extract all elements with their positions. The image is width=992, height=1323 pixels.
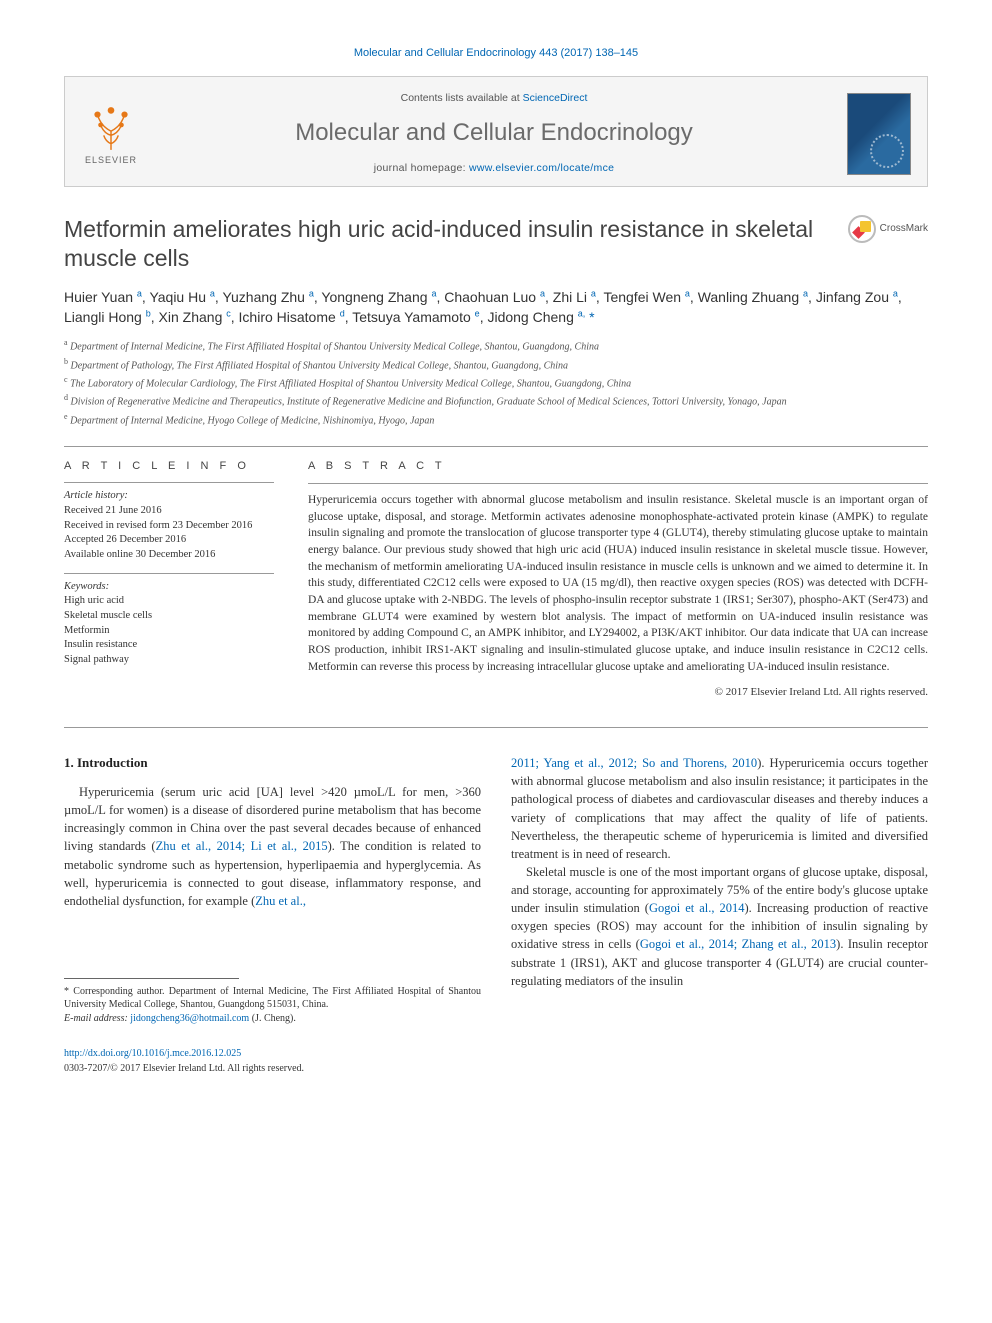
footnote-rule [64,978,239,979]
journal-masthead: ELSEVIER Contents lists available at Sci… [64,76,928,187]
ref-link[interactable]: 2011; Yang et al., 2012; So and Thorens,… [511,756,757,770]
homepage-link[interactable]: www.elsevier.com/locate/mce [469,162,614,174]
keyword-item: High uric acid [64,594,274,609]
affiliation-item: d Division of Regenerative Medicine and … [64,392,928,409]
intro-heading: 1. Introduction [64,754,481,773]
article-info-heading: A R T I C L E I N F O [64,459,274,474]
corresponding-email: E-mail address: jidongcheng36@hotmail.co… [64,1012,481,1026]
keywords-label: Keywords: [64,580,274,595]
masthead-center: Contents lists available at ScienceDirec… [159,91,829,176]
email-suffix: (J. Cheng). [249,1013,296,1024]
history-revised: Received in revised form 23 December 201… [64,519,274,534]
history-online: Available online 30 December 2016 [64,548,274,563]
elsevier-tree-icon [85,100,137,152]
author-list: Huier Yuan a, Yaqiu Hu a, Yuzhang Zhu a,… [64,287,928,328]
contents-prefix: Contents lists available at [401,92,523,104]
affiliation-item: e Department of Internal Medicine, Hyogo… [64,411,928,428]
intro-paragraph-3: Skeletal muscle is one of the most impor… [511,863,928,990]
corresponding-author-note: * Corresponding author. Department of In… [64,985,481,1012]
journal-homepage: journal homepage: www.elsevier.com/locat… [159,161,829,176]
email-link[interactable]: jidongcheng36@hotmail.com [130,1013,249,1024]
keywords-list: High uric acidSkeletal muscle cellsMetfo… [64,594,274,667]
abstract-column: A B S T R A C T Hyperuricemia occurs tog… [308,459,928,701]
ref-link[interactable]: Gogoi et al., 2014 [649,901,745,915]
intro-paragraph-2: 2011; Yang et al., 2012; So and Thorens,… [511,754,928,863]
keyword-item: Signal pathway [64,653,274,668]
publisher-logo: ELSEVIER [81,100,141,167]
info-abstract-row: A R T I C L E I N F O Article history: R… [64,459,928,701]
contents-listing: Contents lists available at ScienceDirec… [159,91,829,106]
abstract-heading: A B S T R A C T [308,459,928,475]
ref-link[interactable]: Zhu et al., 2014; Li et al., 2015 [156,839,328,853]
page-footer: http://dx.doi.org/10.1016/j.mce.2016.12.… [64,1047,928,1076]
history-accepted: Accepted 26 December 2016 [64,533,274,548]
article-title: Metformin ameliorates high uric acid-ind… [64,215,832,273]
article-info-column: A R T I C L E I N F O Article history: R… [64,459,274,701]
intro-p2-a: ). Hyperuricemia occurs together with ab… [511,756,928,861]
keyword-item: Insulin resistance [64,638,274,653]
keyword-item: Metformin [64,624,274,639]
history-received: Received 21 June 2016 [64,504,274,519]
email-label: E-mail address: [64,1013,130,1024]
affiliation-item: b Department of Pathology, The First Aff… [64,356,928,373]
abstract-text: Hyperuricemia occurs together with abnor… [308,492,928,675]
crossmark-widget[interactable]: CrossMark [848,215,928,243]
page-container: Molecular and Cellular Endocrinology 443… [0,0,992,1116]
journal-cover-thumbnail [847,93,911,175]
affiliation-item: c The Laboratory of Molecular Cardiology… [64,374,928,391]
issn-copyright: 0303-7207/© 2017 Elsevier Ireland Ltd. A… [64,1062,928,1077]
sciencedirect-link[interactable]: ScienceDirect [523,92,588,104]
running-head-citation: Molecular and Cellular Endocrinology 443… [64,46,928,62]
ref-link[interactable]: Gogoi et al., 2014; Zhang et al., 2013 [640,937,836,951]
journal-title: Molecular and Cellular Endocrinology [159,116,829,151]
body-two-column: 1. Introduction Hyperuricemia (serum uri… [64,754,928,1025]
homepage-prefix: journal homepage: [374,162,469,174]
history-label: Article history: [64,489,274,504]
crossmark-icon [848,215,876,243]
keyword-item: Skeletal muscle cells [64,609,274,624]
section-divider [64,727,928,728]
abstract-copyright: © 2017 Elsevier Ireland Ltd. All rights … [308,685,928,701]
title-row: Metformin ameliorates high uric acid-ind… [64,215,928,273]
ref-link[interactable]: Zhu et al., [255,894,306,908]
intro-paragraph-1: Hyperuricemia (serum uric acid [UA] leve… [64,783,481,910]
doi-link[interactable]: http://dx.doi.org/10.1016/j.mce.2016.12.… [64,1048,241,1059]
publisher-name: ELSEVIER [85,154,137,167]
affiliation-item: a Department of Internal Medicine, The F… [64,337,928,354]
crossmark-label: CrossMark [880,222,928,237]
divider [64,446,928,447]
affiliation-list: a Department of Internal Medicine, The F… [64,337,928,428]
